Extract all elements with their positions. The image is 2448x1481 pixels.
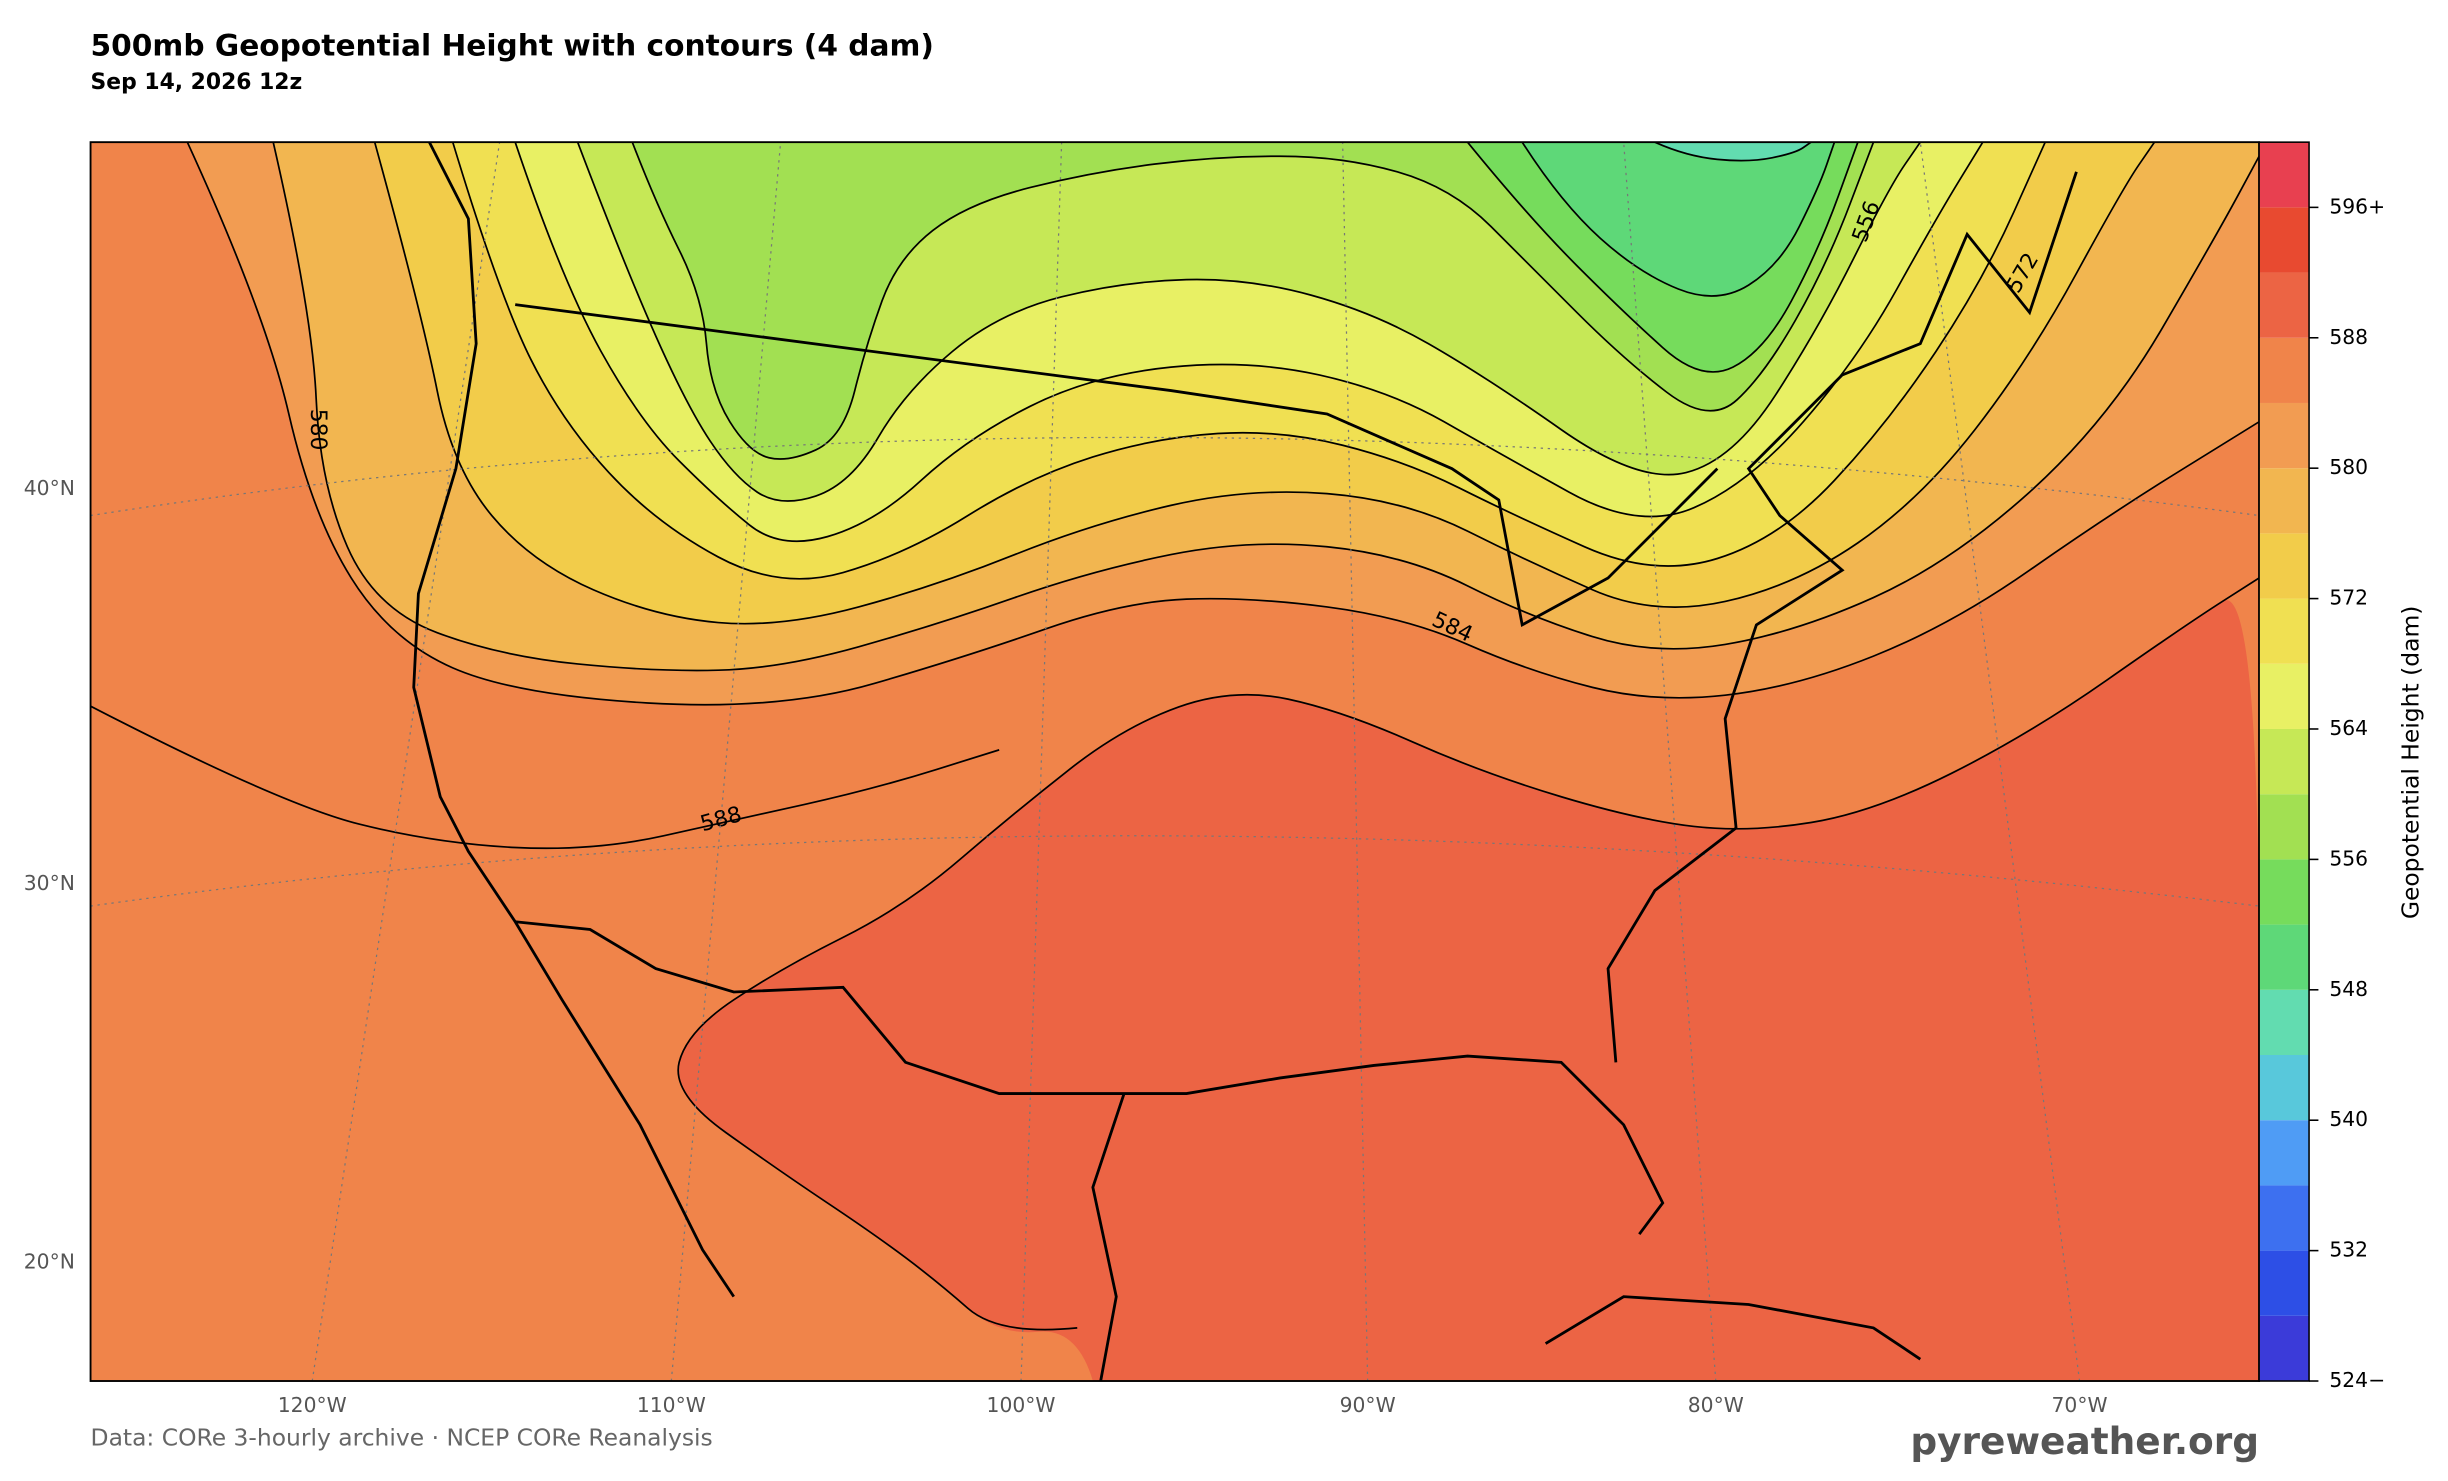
colorbar: 524− 532 540 548 556 564 572 580 588 596+: [2259, 142, 2385, 1392]
contour-line: [1466, 142, 1859, 373]
colorbar-tick-label: 540: [2329, 1107, 2368, 1131]
colorbar-tick-label: 564: [2329, 716, 2368, 740]
colorbar-swatch: [2259, 1185, 2310, 1251]
graticule: [1342, 142, 1369, 1382]
colorbar-swatch: [2259, 663, 2310, 729]
contour-line: [631, 142, 1875, 460]
coastline: [1091, 1093, 1126, 1382]
map-overlay: [90, 142, 2260, 1382]
graticule: [1623, 142, 1717, 1382]
source-note: Data: CORe 3-hourly archive · NCEP CORe …: [91, 1423, 713, 1451]
colorbar-tick-label: 532: [2329, 1238, 2368, 1262]
height-region: [1522, 142, 1835, 296]
lat-label: 40°N: [24, 476, 75, 500]
graticule: [311, 142, 501, 1382]
contour-line: [1654, 142, 1812, 162]
contour-line: [1521, 142, 1836, 297]
height-region: [678, 600, 2260, 1382]
colorbar-tick-label: 548: [2329, 977, 2368, 1001]
colorbar-tick-label: 596+: [2329, 194, 2385, 218]
colorbar-swatch: [2259, 1055, 2310, 1121]
lon-label: 120°W: [278, 1393, 347, 1417]
colorbar-label: Geopotential Height (dam): [2397, 606, 2425, 920]
colorbar-tick-label: 588: [2329, 325, 2368, 349]
lat-label: 30°N: [24, 871, 75, 895]
colorbar-swatch: [2259, 402, 2310, 469]
coastline: [1606, 171, 2078, 1063]
colorbar-swatch: [2259, 142, 2310, 208]
watermark: pyreweather.org: [1910, 1419, 2259, 1463]
colorbar-swatch: [2259, 989, 2310, 1056]
colorbar-swatch: [2259, 794, 2310, 860]
colorbar-frame: [2258, 141, 2310, 1382]
lon-label: 100°W: [987, 1393, 1056, 1417]
contour-line: [373, 142, 2156, 625]
contour-line: [186, 142, 2260, 706]
graticule: [90, 835, 2260, 907]
contour-line: [451, 142, 2046, 580]
colorbar-tick-label: 556: [2329, 846, 2368, 870]
title: 500mb Geopotential Height with contours …: [91, 27, 934, 62]
colorbar-swatch: [2259, 728, 2310, 795]
graticule: [1020, 142, 1063, 1382]
colorbar-swatch: [2259, 1120, 2310, 1186]
lon-label: 110°W: [637, 1393, 706, 1417]
contour-line: [272, 142, 2260, 672]
colorbar-swatch: [2259, 533, 2310, 599]
contour-label: 580: [305, 409, 330, 451]
colorbar-swatch: [2259, 468, 2310, 534]
coastline: [412, 142, 735, 1298]
colorbar-swatch: [2259, 337, 2310, 403]
colorbar-swatch: [2259, 1315, 2310, 1382]
lat-label: 20°N: [24, 1249, 75, 1273]
colorbar-swatch: [2259, 1250, 2310, 1316]
colorbar-tick-label: 572: [2329, 586, 2368, 610]
lon-label: 80°W: [1688, 1393, 1744, 1417]
contour-line: [90, 705, 1000, 850]
colorbar-tick-label: 580: [2329, 455, 2368, 479]
coastline: [515, 920, 1665, 1236]
colorbar-swatch: [2259, 272, 2310, 338]
contour-line: [514, 142, 1984, 543]
contour-line: [576, 142, 1922, 502]
graticule: [90, 436, 2260, 517]
colorbar-swatch: [2259, 598, 2310, 664]
subtitle: Sep 14, 2026 12z: [91, 70, 303, 95]
colorbar-swatch: [2259, 207, 2310, 273]
lon-label: 90°W: [1340, 1393, 1396, 1417]
border: [515, 303, 1719, 628]
colorbar-tick-label: 524−: [2329, 1368, 2385, 1392]
contour-line: [677, 577, 2260, 1331]
height-region: [1654, 142, 1812, 161]
colorbar-swatch: [2259, 924, 2310, 990]
graticule: [1919, 142, 2081, 1382]
lon-label: 70°W: [2052, 1393, 2108, 1417]
coastline: [1544, 1295, 1922, 1361]
colorbar-swatch: [2259, 859, 2310, 925]
